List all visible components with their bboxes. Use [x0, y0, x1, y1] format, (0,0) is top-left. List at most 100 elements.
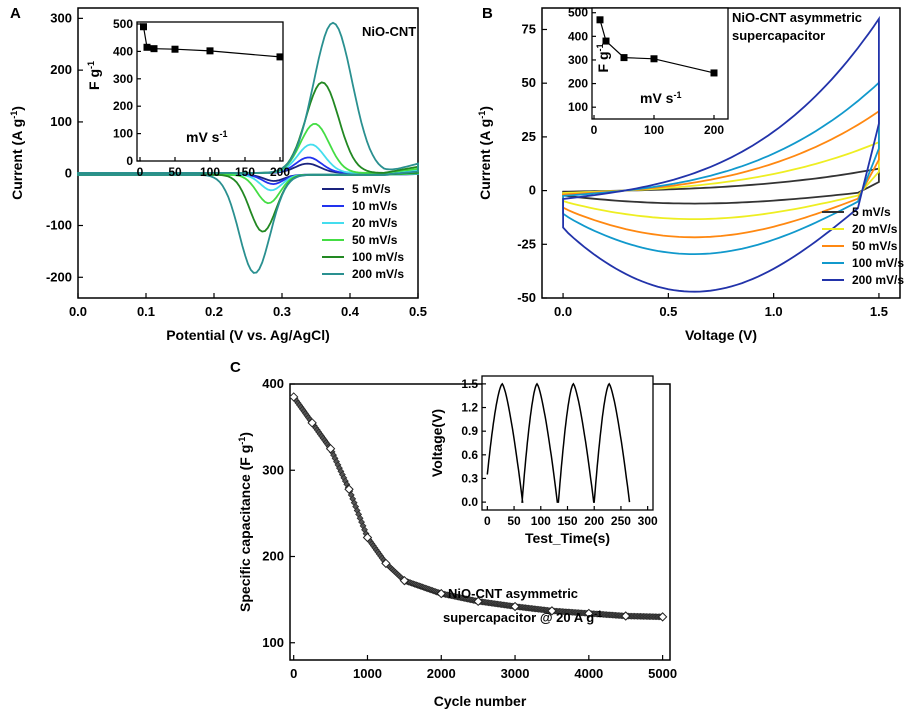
panel-a-ytick-label: 200	[50, 62, 72, 77]
panel-c-data-point	[331, 454, 339, 462]
panel-c-inset-ytick-label: 0.3	[461, 471, 478, 485]
panel-c-ylabel: Specific capacitance (F g-1)	[237, 432, 253, 612]
panel-b-inset-ytick-label: 500	[568, 6, 588, 20]
panel-a-inset-xtick-label: 150	[235, 165, 255, 179]
panel-a-title: NiO-CNT	[362, 24, 416, 39]
panel-b-legend-label: 50 mV/s	[852, 239, 898, 253]
panel-c-xtick-label: 3000	[501, 666, 530, 681]
panel-b-series-line	[562, 167, 880, 205]
panel-a-legend-label: 50 mV/s	[352, 233, 398, 247]
panel-c-data-point	[352, 503, 360, 511]
panel-b-ytick-label: 50	[522, 75, 536, 90]
panel-c-data-point	[359, 522, 367, 530]
panel-a-ylabel: Current (A g-1)	[9, 106, 25, 200]
panel-a-xtick-label: 0.2	[205, 304, 223, 319]
panel-b-legend-label: 5 mV/s	[852, 205, 891, 219]
panel-a-xtick-label: 0.3	[273, 304, 291, 319]
panel-a-ytick-label: 300	[50, 10, 72, 25]
panel-a-xtick-label: 0.4	[341, 304, 360, 319]
panel-c-inset-ytick-label: 0.0	[461, 495, 478, 509]
panel-a-letter: A	[10, 5, 21, 22]
panel-a-inset-xtick-label: 100	[200, 165, 220, 179]
panel-b-xtick-label: 0.0	[554, 304, 572, 319]
panel-a-inset-point	[140, 23, 147, 31]
panel-c-inset-line	[486, 382, 631, 503]
panel-b-ylabel: Current (A g-1)	[477, 106, 493, 200]
panel-a-inset-ytick-label: 100	[113, 127, 133, 141]
panel-a-inset-point	[171, 45, 179, 53]
panel-b-inset-point	[602, 37, 610, 45]
panel-a-legend-label: 20 mV/s	[352, 216, 398, 230]
panel-a-inset-ytick-label: 300	[113, 72, 133, 86]
panel-c-key-point	[436, 588, 446, 599]
panel-b-inset-xtick-label: 100	[644, 123, 664, 137]
panel-b-xtick-label: 1.5	[870, 304, 888, 319]
panel-a-xtick-label: 0.1	[137, 304, 155, 319]
panel-a-inset-xtick-label: 0	[137, 165, 144, 179]
panel-b-series-line	[562, 109, 880, 239]
panel-c-xtick-label: 4000	[574, 666, 603, 681]
panel-a-inset-ytick-label: 200	[113, 99, 133, 113]
panel-a-legend-label: 10 mV/s	[352, 199, 398, 213]
panel-c-data-point	[358, 518, 365, 526]
panel-c-markers	[290, 393, 667, 621]
panel-c-xtick-label: 0	[290, 666, 297, 681]
panel-c-ytick-label: 200	[262, 549, 284, 564]
panel-c-key-point	[510, 601, 520, 612]
panel-a-xtick-label: 0.5	[409, 304, 427, 319]
panel-c-xtick-label: 2000	[427, 666, 456, 681]
panel-c-data-point	[343, 480, 351, 488]
panel-a-inset-point	[143, 43, 151, 51]
panel-a-legend-label: 5 mV/s	[352, 182, 391, 196]
panel-c-inset-ytick-label: 1.5	[461, 377, 478, 391]
panel-b-legend-label: 20 mV/s	[852, 222, 898, 236]
panel-c-data-point	[338, 471, 346, 479]
panel-c-key-point	[657, 612, 668, 622]
panel-c-key-point	[344, 484, 354, 494]
panel-c-data-point	[336, 464, 343, 472]
panel-b-inset-ylabel: F g-1	[595, 43, 611, 72]
panel-c-ytick-label: 300	[262, 462, 284, 477]
panel-a-inset-point	[206, 47, 214, 55]
panel-c-annotation-line1: NiO-CNT asymmetric	[448, 586, 578, 601]
panel-a-inset-point	[276, 53, 284, 61]
panel-c-annotation-line2: supercapacitor @ 20 A g-1	[443, 609, 602, 625]
panel-c-inset-frame	[481, 375, 654, 511]
panel-a-inset-xtick-label: 50	[168, 165, 182, 179]
panel-c-key-point	[547, 606, 557, 616]
panel-c-inset-ytick-label: 0.9	[461, 424, 478, 438]
panel-b-series-line	[562, 15, 880, 293]
panel-c-inset-xlabel: Test_Time(s)	[525, 530, 610, 546]
panel-a-legend-label: 200 mV/s	[352, 267, 404, 281]
panel-c-letter: C	[230, 359, 241, 376]
panel-c-key-point	[621, 611, 631, 621]
panel-a-inset-ytick-label: 500	[113, 17, 133, 31]
panel-c-key-point	[381, 558, 391, 569]
panel-a-inset-frame	[136, 21, 284, 162]
panel-b-inset-xtick-label: 200	[704, 123, 724, 137]
panel-b-ytick-label: 75	[522, 21, 536, 36]
panel-b-xlabel: Voltage (V)	[685, 327, 757, 343]
panel-c-inset-xtick-label: 300	[638, 514, 658, 528]
panel-b-inset-ytick-label: 200	[568, 77, 588, 91]
panel-b-inset-ytick-label: 400	[568, 29, 588, 43]
panel-b-inset-xlabel: mV s-1	[640, 90, 681, 106]
panel-a-ytick-label: 0	[65, 166, 72, 181]
panel-c-data-point	[353, 507, 361, 514]
panel-c-inset-ytick-label: 1.2	[461, 401, 478, 415]
panel-a-inset-point	[150, 45, 158, 53]
panel-c-data-point	[340, 474, 348, 482]
panel-b-inset-frame	[591, 7, 729, 120]
panel-a-series-line	[77, 21, 419, 274]
panel-b-letter: B	[482, 5, 493, 22]
panel-c-data-point	[347, 491, 355, 499]
panel-c-xtick-label: 5000	[648, 666, 677, 681]
panel-c-xtick-label: 1000	[353, 666, 382, 681]
panel-a-xtick-label: 0.0	[69, 304, 87, 319]
panel-c-key-point	[288, 392, 299, 402]
panel-c-key-point	[325, 443, 336, 454]
panel-c-inset-ylabel: Voltage(V)	[429, 409, 445, 477]
panel-a-xlabel: Potential (V vs. Ag/AgCl)	[166, 327, 330, 343]
panel-b-xtick-label: 0.5	[659, 304, 677, 319]
